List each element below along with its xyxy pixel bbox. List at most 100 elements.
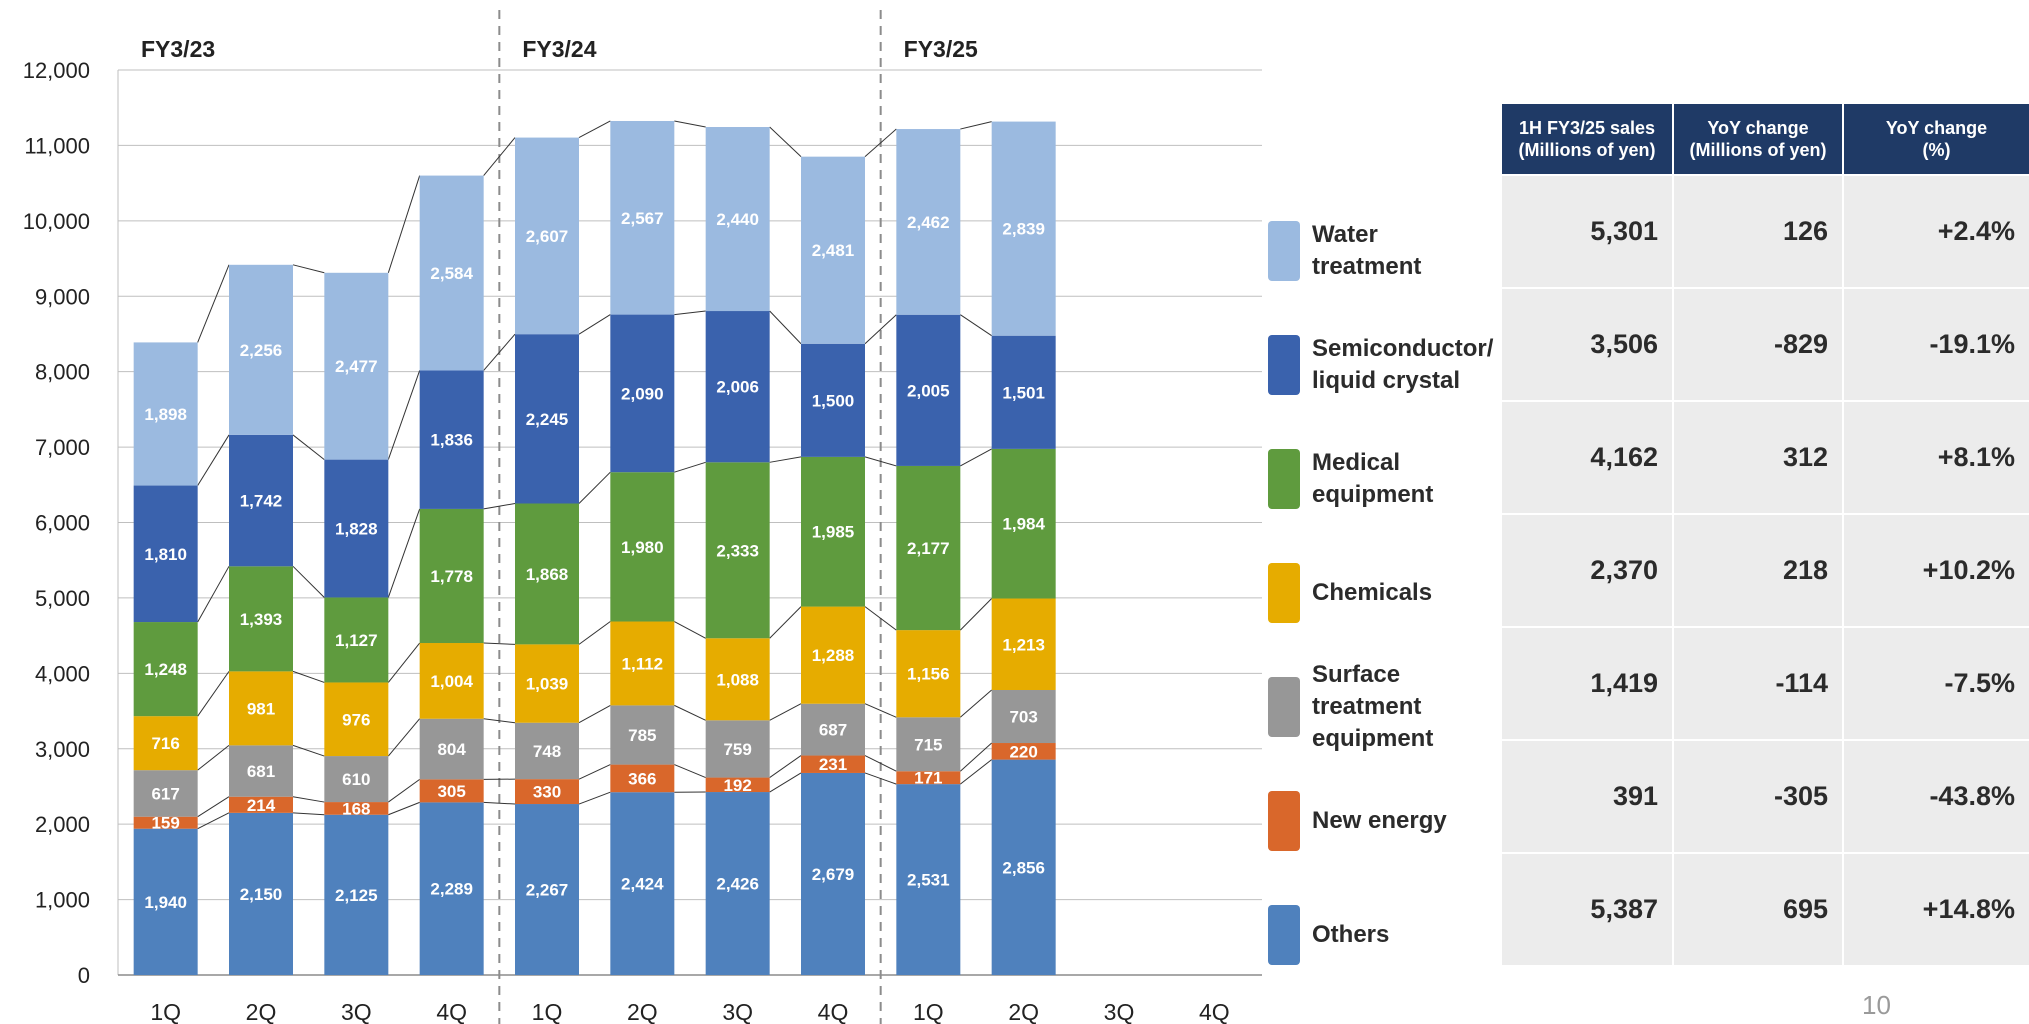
legend-item: Medical equipment: [1268, 424, 1503, 534]
data-label: 1,288: [812, 646, 855, 665]
cell-sales: 1,419: [1502, 628, 1674, 739]
data-label: 2,607: [526, 227, 569, 246]
series-connector-line: [292, 565, 325, 598]
data-label: 1,742: [240, 492, 283, 511]
data-label: 1,898: [144, 405, 187, 424]
data-label: 1,985: [812, 523, 855, 542]
legend-swatch: [1268, 905, 1300, 965]
chart-legend: Water treatment Semiconductor/ liquid cry…: [1268, 196, 1503, 1004]
bar-segment: [801, 456, 865, 607]
series-connector-line: [674, 764, 706, 779]
x-tick-label: 2Q: [1008, 999, 1039, 1024]
series-connector-line: [769, 703, 802, 721]
data-label: 330: [533, 783, 561, 802]
bar-segment: [991, 121, 1056, 336]
x-tick-label: 2Q: [627, 999, 658, 1024]
legend-label: New energy: [1312, 807, 1447, 834]
data-label: 1,213: [1002, 635, 1045, 654]
y-tick-label: 3,000: [35, 737, 90, 762]
series-connector-line: [578, 314, 611, 335]
bar-segment: [991, 335, 1056, 449]
data-label: 981: [247, 699, 275, 718]
data-label: 2,005: [907, 381, 950, 400]
bar-segment: [229, 812, 293, 975]
data-label: 2,462: [907, 213, 950, 232]
bar-segment: [133, 816, 198, 829]
series-connector-line: [578, 621, 611, 645]
series-connector-line: [960, 689, 992, 718]
cell-yoy-pct: +2.4%: [1937, 216, 2015, 246]
cell-yoy-yen: -305: [1674, 741, 1844, 852]
bar-segment: [324, 682, 389, 757]
legend-item: Water treatment: [1268, 196, 1503, 306]
x-tick-label: 1Q: [532, 999, 563, 1024]
cell-yoy-yen: 312: [1674, 402, 1844, 513]
data-label: 2,679: [812, 865, 855, 884]
cell-sales: 2,370: [1502, 515, 1674, 626]
bar-segment: [133, 485, 198, 623]
series-connector-line: [578, 704, 611, 724]
series-connector-line: [769, 310, 802, 345]
y-tick-label: 1,000: [35, 888, 90, 913]
data-label: 976: [342, 710, 370, 729]
series-connector-line: [769, 606, 802, 639]
cell-yoy-yen: 218: [1674, 515, 1844, 626]
x-tick-label: 3Q: [1104, 999, 1135, 1024]
data-label: 785: [628, 726, 656, 745]
legend-label: Semiconductor/ liquid crystal: [1312, 335, 1494, 394]
bar-segment: [896, 314, 961, 466]
data-label: 231: [819, 755, 847, 774]
bar-segment: [705, 638, 770, 721]
bar-segment: [229, 566, 293, 672]
legend-item: Others: [1268, 880, 1503, 990]
series-connector-line: [483, 718, 516, 724]
bar-segment: [991, 448, 1056, 599]
bar-segment: [229, 434, 293, 567]
bar-segment: [991, 759, 1056, 975]
bar-segment: [133, 342, 198, 486]
data-label: 1,980: [621, 538, 664, 557]
data-label: 2,440: [716, 210, 759, 229]
bar-segment: [419, 508, 484, 644]
bar-segment: [705, 720, 770, 778]
bar-segment: [324, 272, 389, 460]
bar-segment: [610, 705, 675, 765]
series-connector-line: [292, 796, 325, 803]
data-label: 715: [914, 735, 942, 754]
fiscal-year-label: FY3/24: [522, 36, 596, 62]
legend-item: Chemicals: [1268, 538, 1503, 648]
series-connector-line: [578, 120, 611, 139]
series-connector-line: [388, 801, 420, 816]
series-connector-line: [960, 121, 992, 130]
fiscal-year-label: FY3/23: [141, 36, 215, 62]
data-label: 159: [151, 814, 179, 833]
y-tick-label: 8,000: [35, 360, 90, 385]
header-sales: 1H FY3/25 sales (Millions of yen): [1502, 104, 1674, 174]
legend-swatch: [1268, 791, 1300, 851]
legend-swatch: [1268, 335, 1300, 395]
data-label: 1,127: [335, 631, 378, 650]
series-connector-line: [483, 503, 516, 510]
bar-segment: [133, 770, 198, 817]
series-connector-line: [769, 456, 802, 463]
bar-segment: [324, 756, 389, 803]
bar-segment: [705, 777, 770, 793]
bar-segment: [133, 716, 198, 771]
bar-segment: [801, 772, 865, 975]
y-tick-label: 0: [78, 963, 90, 988]
bar-segment: [896, 630, 961, 718]
data-label: 610: [342, 770, 370, 789]
bar-segment: [991, 743, 1056, 760]
cell-sales: 3,506: [1502, 289, 1674, 400]
bar-segment: [229, 264, 293, 435]
series-connector-line: [578, 764, 611, 780]
y-tick-label: 10,000: [23, 209, 90, 234]
data-label: 1,500: [812, 391, 855, 410]
series-connector-line: [483, 137, 516, 176]
bar-segment: [610, 120, 675, 315]
cell-yoy-yen: 695: [1674, 854, 1844, 965]
data-label: 2,333: [716, 541, 759, 560]
data-label: 2,150: [240, 885, 283, 904]
data-label: 1,156: [907, 665, 950, 684]
y-tick-label: 9,000: [35, 284, 90, 309]
